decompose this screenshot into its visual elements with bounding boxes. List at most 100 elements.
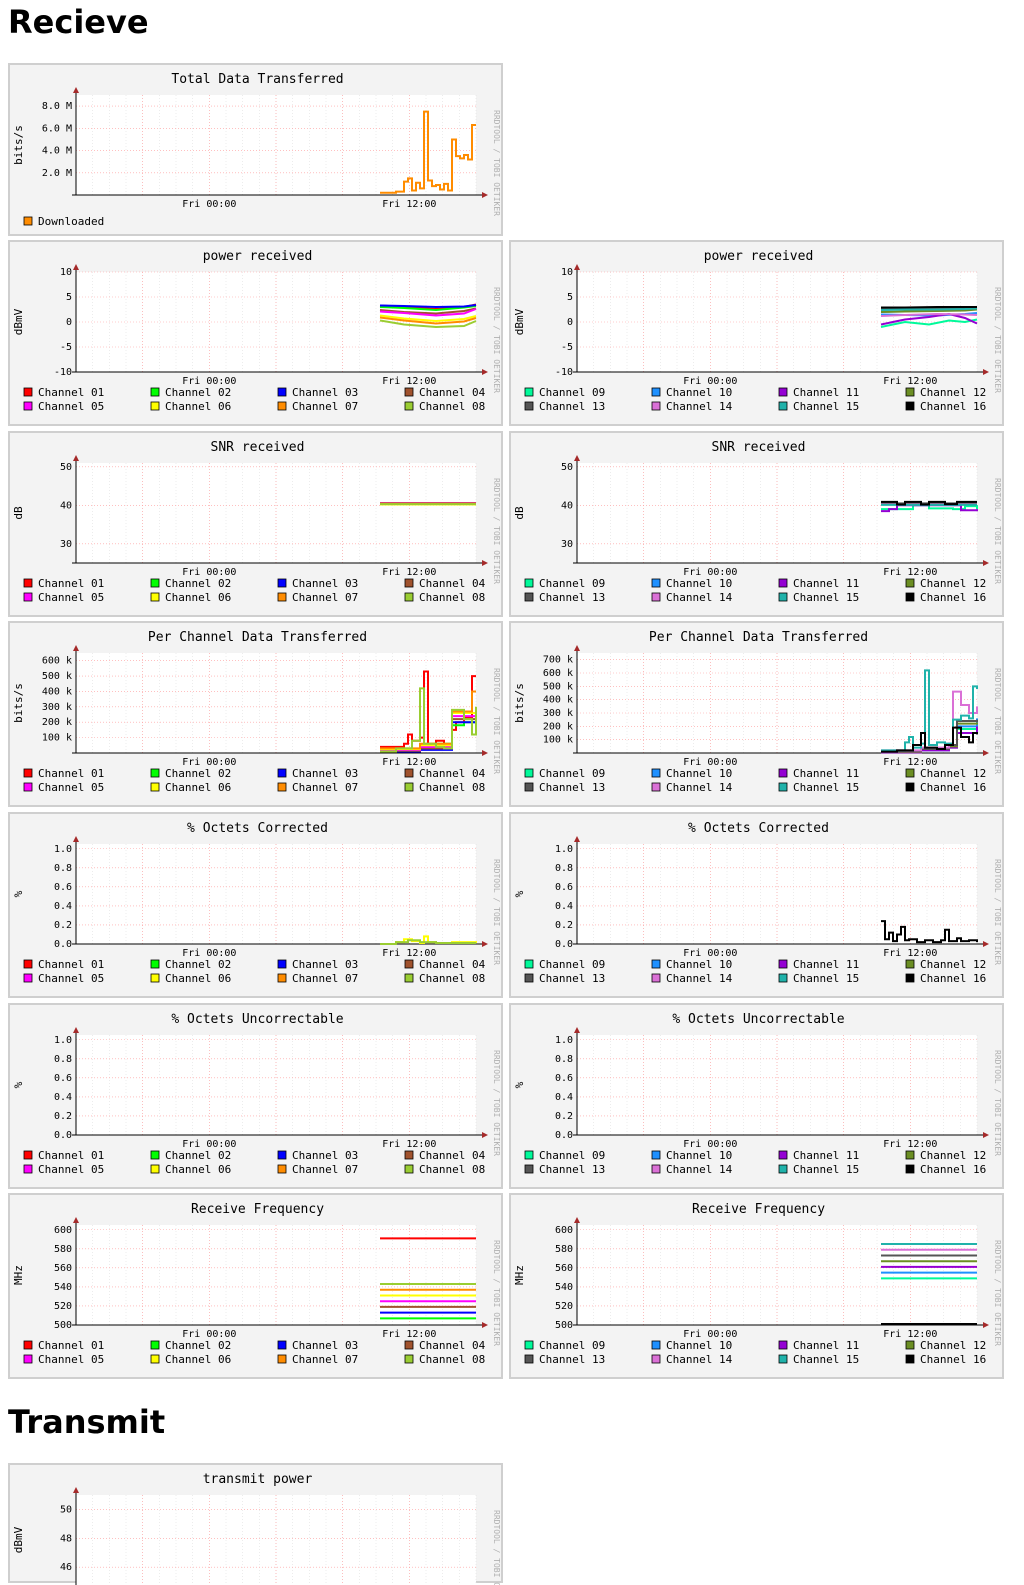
legend-label: Channel 11 [793, 767, 859, 780]
y-tick-label: 600 [54, 1225, 72, 1236]
legend-label: Channel 01 [38, 1149, 104, 1162]
legend-label: Channel 12 [920, 1339, 986, 1352]
y-tick-label: 40 [561, 500, 573, 511]
legend-label: Channel 13 [539, 400, 605, 413]
y-tick-label: 48 [60, 1533, 72, 1544]
chart-title: Per Channel Data Transferred [649, 630, 868, 645]
y-axis-label: % [12, 890, 25, 897]
legend-label: Channel 14 [666, 1163, 733, 1176]
legend-swatch [150, 782, 160, 792]
y-axis-label: MHz [513, 1265, 526, 1285]
legend-swatch [23, 216, 33, 226]
y-tick-label: 0.8 [54, 1054, 72, 1065]
y-tick-label: 0.6 [555, 1073, 573, 1084]
legend-label: Channel 01 [38, 386, 104, 399]
legend-label: Channel 08 [419, 1353, 485, 1366]
legend-swatch [277, 973, 287, 983]
legend-label: Channel 11 [793, 1339, 859, 1352]
legend-label: Channel 12 [920, 577, 986, 590]
series-line [881, 504, 978, 511]
legend-label: Channel 08 [419, 400, 485, 413]
legend-swatch [404, 973, 414, 983]
plot-area [76, 463, 476, 563]
plot-area [76, 1225, 476, 1325]
graph-snr-received-ch01-08: 50 40 30 SNR received dB RRDTOOL / TOBI OETIK… [8, 431, 503, 617]
legend-label: Channel 01 [38, 958, 104, 971]
graph-octets-corrected-ch09-16: 0.0 0.2 0.4 0.6 0.8 1.0 % Octets Corrected% RRD… [509, 812, 1004, 998]
y-axis-arrow [73, 1217, 79, 1223]
y-tick-label: 540 [54, 1282, 72, 1293]
y-axis-arrow [574, 455, 580, 461]
y-axis-label: % [513, 1081, 526, 1088]
y-tick-label: 0.2 [54, 1111, 72, 1122]
legend-swatch [524, 1164, 534, 1174]
y-tick-label: 0.4 [555, 901, 573, 912]
x-axis-arrow [983, 369, 989, 375]
x-tick-label: Fri 00:00 [683, 567, 737, 578]
legend-swatch [277, 1340, 287, 1350]
legend-swatch [905, 782, 915, 792]
series-line [380, 939, 476, 945]
legend-swatch [23, 1354, 33, 1364]
legend-swatch [150, 578, 160, 588]
legend-swatch [905, 592, 915, 602]
series-line [379, 319, 477, 329]
y-axis-arrow [574, 264, 580, 270]
legend-swatch [905, 768, 915, 778]
y-axis-arrow [574, 1217, 580, 1223]
y-tick-label: 500 k [42, 671, 72, 682]
y-tick-label: 1.0 [54, 1035, 72, 1046]
y-axis-arrow [73, 455, 79, 461]
plot-area [577, 1035, 977, 1135]
graph-receive-frequency-ch01-08: 500 520 540 560 580 600 Receive Frequency MHz RR… [8, 1193, 503, 1379]
legend-swatch [905, 1164, 915, 1174]
legend-swatch [404, 1164, 414, 1174]
series-line [380, 687, 477, 753]
legend-swatch [404, 1150, 414, 1160]
y-tick-label: 0.0 [555, 1130, 573, 1141]
legend-label: Channel 04 [419, 386, 486, 399]
y-tick-label: 0.4 [555, 1092, 573, 1103]
legend-swatch [277, 387, 287, 397]
y-tick-label: 500 [555, 1320, 573, 1331]
legend-swatch [905, 578, 915, 588]
x-axis-arrow [983, 560, 989, 566]
chart-title: SNR received [211, 440, 305, 455]
chart-title: Receive Frequency [191, 1202, 324, 1217]
y-tick-label: 30 [561, 539, 573, 550]
x-axis-arrow [482, 1132, 488, 1138]
watermark: RRDTOOL / TOBI OETIKER [492, 110, 501, 216]
legend-label: Channel 15 [793, 591, 859, 604]
y-tick-label: 200 k [543, 721, 573, 732]
graph-octets-uncorrectable-ch01-08: 0.0 0.2 0.4 0.6 0.8 1.0 % Octets Uncorrectable… [8, 1003, 503, 1189]
legend-label: Channel 02 [165, 577, 231, 590]
y-tick-label: 500 k [543, 681, 573, 692]
legend-swatch [524, 1340, 534, 1350]
plot-area [76, 844, 476, 944]
x-axis-arrow [482, 560, 488, 566]
legend-swatch [651, 1164, 661, 1174]
legend-swatch [778, 1150, 788, 1160]
chart-title: power received [203, 249, 313, 264]
y-tick-label: 46 [60, 1562, 72, 1573]
legend-swatch [905, 973, 915, 983]
chart-title: transmit power [203, 1472, 313, 1487]
legend-label: Channel 05 [38, 400, 104, 413]
legend-label: Channel 12 [920, 386, 986, 399]
y-tick-label: 300 k [42, 702, 72, 713]
watermark: RRDTOOL / TOBI OETIKER [492, 1050, 501, 1156]
y-tick-label: 580 [54, 1244, 72, 1255]
legend-swatch [277, 592, 287, 602]
legend-swatch [23, 401, 33, 411]
legend-swatch [651, 768, 661, 778]
legend-label: Channel 02 [165, 767, 231, 780]
y-axis-arrow [73, 87, 79, 93]
watermark: RRDTOOL / TOBI OETIKER [993, 478, 1002, 584]
watermark: RRDTOOL / TOBI OETIKER [993, 287, 1002, 393]
legend-label: Channel 06 [165, 591, 231, 604]
legend-swatch [404, 401, 414, 411]
legend-swatch [277, 768, 287, 778]
legend-swatch [905, 1150, 915, 1160]
legend-label: Channel 05 [38, 781, 104, 794]
x-tick-label: Fri 00:00 [182, 1329, 236, 1340]
